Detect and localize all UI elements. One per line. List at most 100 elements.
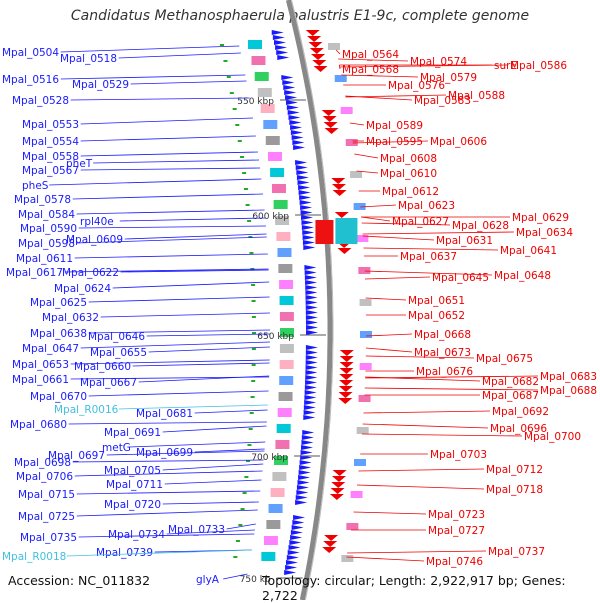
gene-label: Mpal_0516 (2, 74, 59, 86)
gene-label-leader (88, 329, 271, 334)
reverse-gene-arrow (308, 42, 323, 48)
gene-label: glyA (196, 574, 220, 586)
tick-layer: 550 kbp 600 kbp 650 kbp 700 kbp 750 kb (237, 97, 326, 585)
forward-gene-arrow (298, 475, 311, 480)
rna-marker (251, 380, 256, 382)
forward-gene-arrow (291, 135, 304, 140)
inner-feature-strip (247, 40, 262, 49)
gene-label-leader (356, 170, 379, 174)
forward-gene-arrow (299, 200, 312, 205)
forward-gene-arrow (282, 80, 295, 85)
forward-gene-arrow (299, 465, 312, 470)
forward-gene-arrow (289, 120, 302, 125)
gene-label: Mpal_0703 (430, 449, 487, 461)
reverse-gene-arrow (331, 476, 346, 482)
gene-label-leader (361, 216, 391, 222)
rna-marker (238, 524, 243, 526)
gene-label-leader (124, 233, 267, 240)
rna-marker (251, 300, 256, 302)
gene-label-leader (76, 509, 258, 517)
gene-label: Mpal_0528 (12, 95, 69, 107)
gene-label-leader (80, 151, 259, 157)
inner-feature-strip (279, 312, 294, 321)
reverse-gene-arrow (339, 350, 354, 356)
gene-label-leader (76, 490, 261, 495)
forward-gene-arrow (301, 220, 314, 225)
rna-marker (251, 364, 256, 366)
inner-feature-strip (274, 456, 289, 465)
gene-label: Mpal_0583 (414, 95, 471, 107)
gene-label-leader (60, 74, 246, 80)
gene-label-leader (80, 117, 254, 125)
gene-label-leader (49, 178, 262, 186)
forward-gene-arrow (293, 145, 306, 150)
map-title: Candidatus Methanosphaerula palustris E1… (70, 8, 530, 24)
rna-marker (243, 188, 248, 190)
gene-label: Mpal_0691 (104, 427, 161, 439)
gene-label: Mpal_0661 (12, 374, 69, 386)
reverse-gene-arrow (338, 386, 353, 392)
forward-gene-arrow (290, 535, 303, 540)
inner-feature-strip (260, 104, 275, 113)
gene-label: Mpal_0746 (426, 556, 483, 568)
gene-label-leader (361, 222, 451, 226)
rna-marker (219, 44, 224, 46)
forward-gene-arrow (277, 55, 290, 60)
inner-feature-strip (275, 440, 290, 449)
gene-label-leader (226, 523, 256, 530)
forward-gene-arrow (305, 300, 318, 305)
gene-label-leader (353, 511, 427, 515)
gene-label: Mpal_0584 (18, 209, 75, 221)
rna-marker (251, 348, 256, 350)
gene-label-leader (162, 501, 259, 505)
gene-label: Mpal_0712 (486, 464, 543, 476)
gene-label: Mpal_0681 (136, 408, 193, 420)
gene-label-leader (362, 231, 515, 235)
gene-label: Mpal_R0018 (2, 551, 66, 563)
gene-label-leader (70, 97, 250, 101)
gene-label-leader (74, 470, 263, 477)
gene-label-leader (64, 268, 269, 273)
outer-feature-strip (350, 491, 363, 498)
outer-feature-strip (358, 395, 371, 402)
outer-feature-strip (354, 459, 367, 466)
forward-gene-arrow (305, 280, 318, 285)
gene-label: Mpal_0578 (14, 194, 71, 206)
gene-label-leader (78, 225, 266, 229)
gene-label: Mpal_0715 (18, 489, 75, 501)
accession-text: Accession: NC_011832 (8, 573, 151, 588)
gene-label-leader (72, 193, 264, 200)
gene-label: Mpal_0725 (18, 511, 75, 523)
feature-block-red (315, 220, 334, 244)
forward-gene-arrow (286, 555, 299, 560)
rna-marker (248, 428, 253, 430)
gene-label-leader (365, 297, 407, 301)
gene-label-leader (146, 333, 271, 337)
gene-label: Mpal_0579 (420, 72, 477, 84)
gene-label-leader (60, 45, 240, 53)
gene-label-leader (358, 468, 485, 472)
gene-label-leader (78, 533, 255, 538)
gene-label: Mpal_0647 (22, 343, 79, 355)
inner-feature-strip (251, 56, 266, 65)
reverse-gene-arrow (324, 128, 339, 134)
gene-label: Mpal_R0016 (54, 404, 119, 416)
outer-feature-strip (341, 555, 354, 562)
gene-label-leader (363, 247, 499, 251)
reverse-gene-arrow (331, 184, 346, 190)
outer-feature-strip (359, 363, 372, 370)
gene-label: Mpal_0660 (74, 361, 131, 373)
reverse-gene-arrow (331, 178, 346, 184)
forward-gene-arrow (296, 485, 309, 490)
forward-gene-arrow (301, 440, 314, 445)
forward-gene-arrow (286, 105, 299, 110)
gene-label: Mpal_0606 (430, 136, 487, 148)
reverse-gene-arrow (339, 368, 354, 374)
kbp-tick-label: 650 kbp (257, 332, 294, 342)
gene-label-leader (365, 276, 431, 280)
forward-gene-arrow (302, 430, 315, 435)
genome-backbone-edge (291, 0, 334, 600)
gene-label-leader (93, 159, 260, 164)
gene-label: Mpal_0675 (476, 353, 533, 365)
